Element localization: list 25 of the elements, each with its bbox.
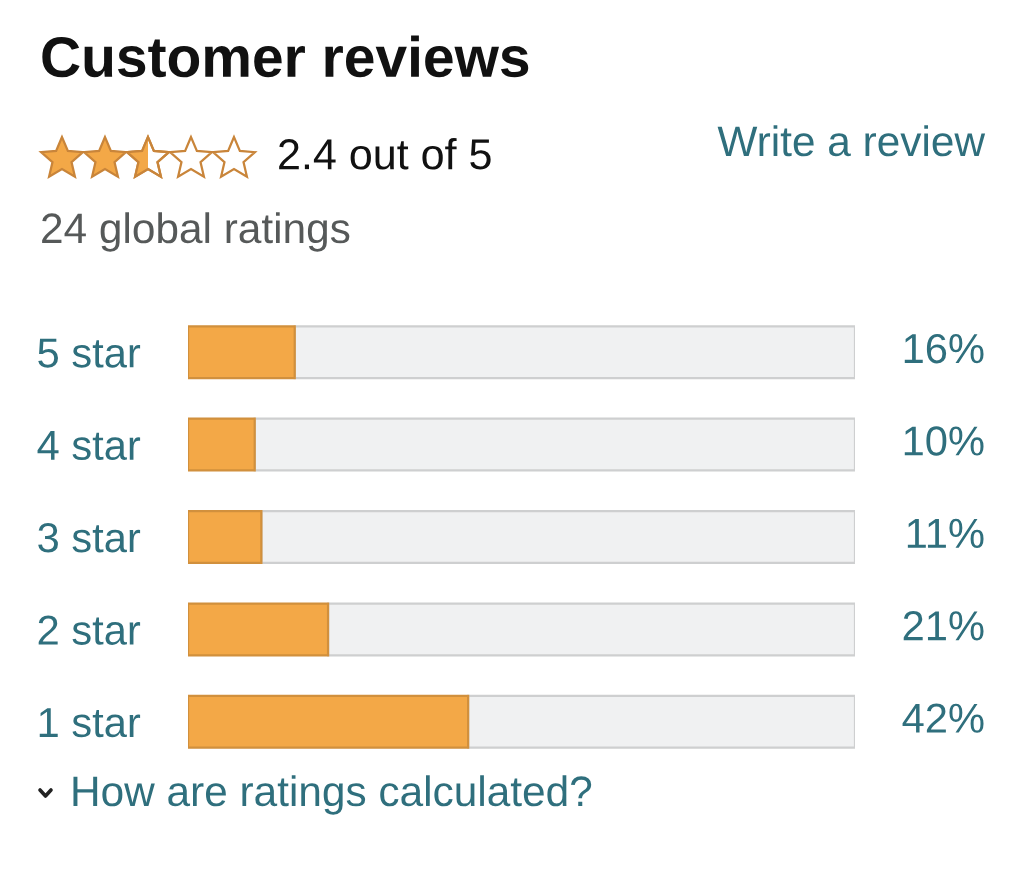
bar <box>188 694 470 749</box>
data-label: 16% <box>904 333 984 364</box>
chart-subtitle: 2.4 out of 5 <box>279 137 491 170</box>
y-tick-label: 1 star <box>39 708 141 738</box>
data-label: 42% <box>902 703 984 733</box>
text: Write a review <box>717 125 986 157</box>
y-tick-label: 5 star <box>38 338 141 368</box>
bar <box>260 510 855 564</box>
bar <box>467 694 855 749</box>
bar <box>253 417 855 472</box>
y-tick-label: 4 star <box>37 431 141 461</box>
bar <box>188 325 296 380</box>
text: 24 global ratings <box>42 212 350 252</box>
bar <box>326 602 855 657</box>
data-label: 10% <box>904 426 984 456</box>
bar <box>293 325 855 380</box>
chart-title: Customer reviews <box>42 35 529 78</box>
y-tick-label: 2 star <box>38 615 141 645</box>
bar <box>188 417 256 472</box>
data-label: 11% <box>907 518 984 549</box>
y-tick-label: 3 star <box>38 523 141 553</box>
text: How are ratings calculated? <box>73 775 592 815</box>
bar <box>188 510 263 564</box>
data-label: 21% <box>903 611 984 641</box>
bar <box>188 602 330 657</box>
